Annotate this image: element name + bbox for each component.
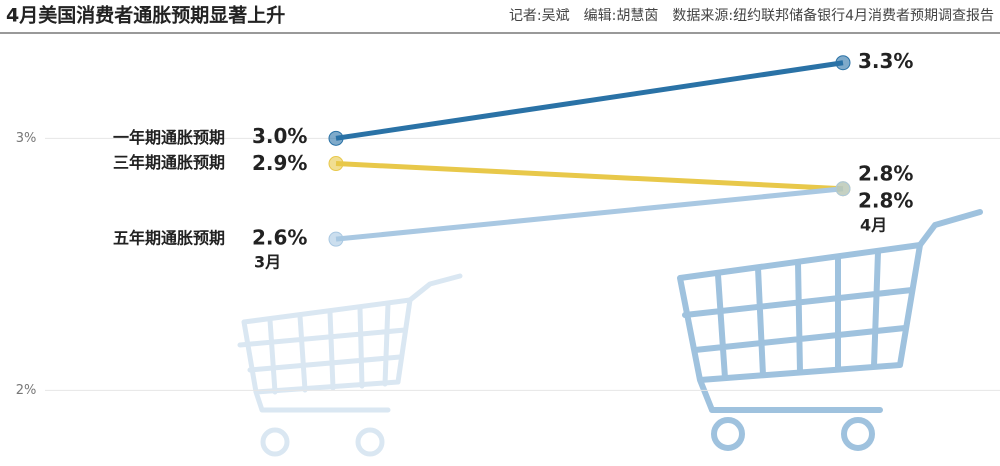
y-tick-label: 2% xyxy=(16,383,37,398)
data-point xyxy=(835,55,851,71)
data-point xyxy=(328,130,344,146)
data-label: 3.0% xyxy=(252,124,307,148)
data-label: 3.3% xyxy=(858,49,913,73)
data-point xyxy=(835,181,851,197)
chart-subtitle: 记者:吴斌 编辑:胡慧茵 数据来源:纽约联邦储备银行4月消费者预期调查报告 xyxy=(509,7,994,24)
chart-title: 4月美国消费者通胀预期显著上升 xyxy=(6,4,285,27)
data-point xyxy=(328,156,344,172)
data-label: 2.8% xyxy=(858,189,913,213)
large-cart xyxy=(677,209,983,451)
series-name: 一年期通胀预期 xyxy=(113,128,225,147)
series-line xyxy=(335,186,844,242)
series-name: 五年期通胀预期 xyxy=(113,229,225,248)
x-category-label: 4月 xyxy=(860,216,887,235)
series-name: 三年期通胀预期 xyxy=(113,153,225,172)
series-line xyxy=(335,161,844,192)
data-label: 2.6% xyxy=(252,226,307,250)
series-line xyxy=(335,60,844,141)
small-cart xyxy=(237,273,463,457)
y-tick-label: 3% xyxy=(16,131,37,146)
data-label: 2.9% xyxy=(252,151,307,175)
x-category-label: 3月 xyxy=(254,253,281,272)
data-label: 2.8% xyxy=(858,162,913,186)
data-point xyxy=(328,231,344,247)
